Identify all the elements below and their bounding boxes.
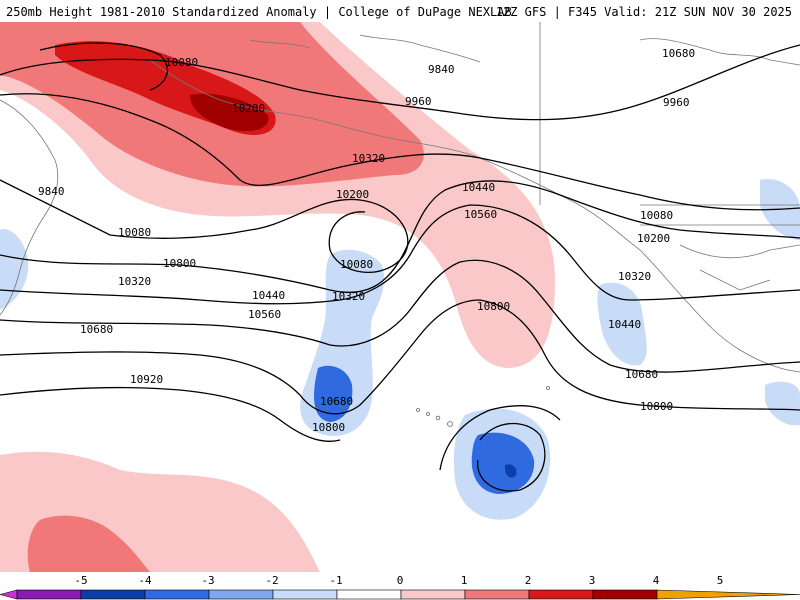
contour-label: 10080 bbox=[118, 226, 151, 239]
contour-label: 10800 bbox=[640, 400, 673, 413]
contour-label: 10440 bbox=[252, 289, 285, 302]
map-panel: 10080 10200 9840 9960 10320 10440 10560 … bbox=[0, 22, 800, 572]
colorbar-tick: 3 bbox=[589, 574, 596, 587]
colorbar-tick: -5 bbox=[74, 574, 87, 587]
contour-label: 10800 bbox=[312, 421, 345, 434]
contour-label: 9960 bbox=[663, 96, 690, 109]
contour-label: 10080 bbox=[640, 209, 673, 222]
colorbar-bin bbox=[144, 589, 210, 600]
colorbar-tick: -4 bbox=[138, 574, 152, 587]
height-contours bbox=[0, 42, 800, 492]
colorbar-tick-labels: -5 -4 -3 -2 -1 0 1 2 3 4 5 bbox=[74, 574, 723, 587]
colorbar-tick: 4 bbox=[653, 574, 660, 587]
contour-label: 10560 bbox=[464, 208, 497, 221]
model-valid-time: 12Z GFS | F345 Valid: 21Z SUN NOV 30 202… bbox=[495, 5, 792, 19]
contour-label: 10080 bbox=[165, 56, 198, 69]
contour-label: 10920 bbox=[130, 373, 163, 386]
colorbar-bin bbox=[656, 589, 800, 600]
colorbar-tick: 2 bbox=[525, 574, 532, 587]
colorbar-tick: -1 bbox=[329, 574, 342, 587]
contour-label: 10560 bbox=[248, 308, 281, 321]
contour-label: 10440 bbox=[608, 318, 641, 331]
colorbar-bins bbox=[0, 589, 800, 600]
contour-label: 10320 bbox=[352, 152, 385, 165]
colorbar-tick: -2 bbox=[265, 574, 278, 587]
positive-anomaly-shading bbox=[0, 22, 555, 572]
contour-label: 10680 bbox=[625, 368, 658, 381]
contour-label: 10680 bbox=[662, 47, 695, 60]
contour-label: 9840 bbox=[428, 63, 455, 76]
colorbar: -5 -4 -3 -2 -1 0 1 2 3 4 5 bbox=[0, 574, 800, 600]
negative-anomaly-shading bbox=[0, 179, 800, 520]
contour-label: 10320 bbox=[618, 270, 651, 283]
colorbar-bin bbox=[208, 589, 274, 600]
contour-label: 10200 bbox=[637, 232, 670, 245]
colorbar-tick: -3 bbox=[201, 574, 214, 587]
contour-labels: 10080 10200 9840 9960 10320 10440 10560 … bbox=[38, 47, 695, 434]
colorbar-tick: 1 bbox=[461, 574, 468, 587]
colorbar-bin bbox=[0, 589, 18, 600]
contour-label: 10680 bbox=[80, 323, 113, 336]
colorbar-bin bbox=[336, 589, 402, 600]
contour-label: 9840 bbox=[38, 185, 65, 198]
contour-label: 10200 bbox=[232, 102, 265, 115]
contour-label: 10320 bbox=[332, 290, 365, 303]
colorbar-bin bbox=[400, 589, 466, 600]
contour-label: 10200 bbox=[336, 188, 369, 201]
colorbar-bin bbox=[272, 589, 338, 600]
colorbar-bin bbox=[16, 589, 82, 600]
colorbar-tick: 0 bbox=[397, 574, 404, 587]
contour-label: 10800 bbox=[163, 257, 196, 270]
contour-label: 10080 bbox=[340, 258, 373, 271]
colorbar-bin bbox=[592, 589, 658, 600]
colorbar-bin bbox=[80, 589, 146, 600]
contour-label: 10680 bbox=[320, 395, 353, 408]
map-title: 250mb Height 1981-2010 Standardized Anom… bbox=[6, 5, 512, 19]
colorbar-bin bbox=[528, 589, 594, 600]
coastlines bbox=[0, 22, 800, 373]
header: 250mb Height 1981-2010 Standardized Anom… bbox=[0, 0, 800, 22]
colorbar-tick: 5 bbox=[717, 574, 724, 587]
contour-label: 10320 bbox=[118, 275, 151, 288]
contour-label: 10800 bbox=[477, 300, 510, 313]
hawaii-islands bbox=[416, 386, 550, 427]
contour-label: 9960 bbox=[405, 95, 432, 108]
contour-label: 10440 bbox=[462, 181, 495, 194]
colorbar-bin bbox=[464, 589, 530, 600]
